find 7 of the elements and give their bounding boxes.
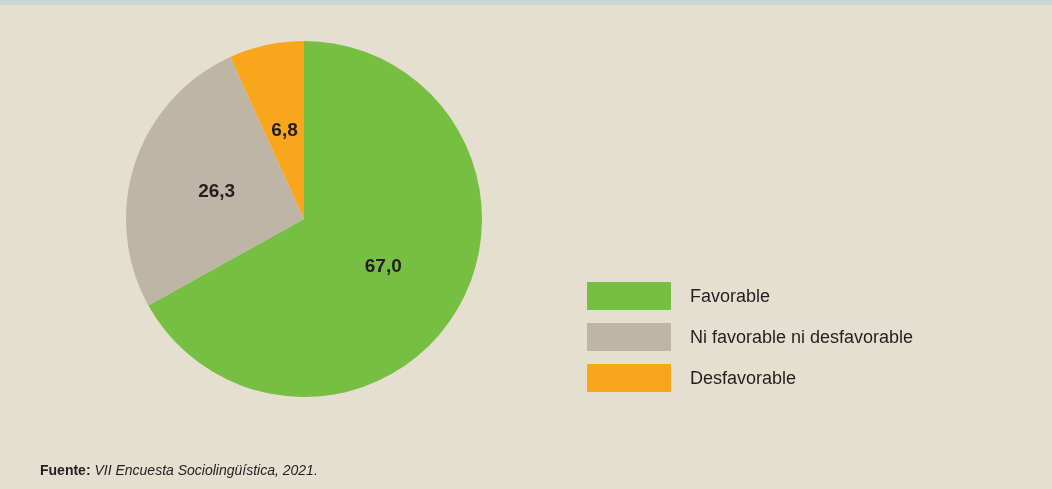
data-label: 6,8 (271, 118, 298, 140)
legend-label: Favorable (690, 286, 771, 306)
data-label: 26,3 (198, 179, 236, 201)
source-note: Fuente: VII Encuesta Sociolingüística, 2021. (40, 462, 318, 478)
legend-label: Desfavorable (690, 368, 797, 388)
legend-label: Ni favorable ni desfavorable (690, 327, 914, 347)
data-label: 67,0 (364, 255, 402, 277)
